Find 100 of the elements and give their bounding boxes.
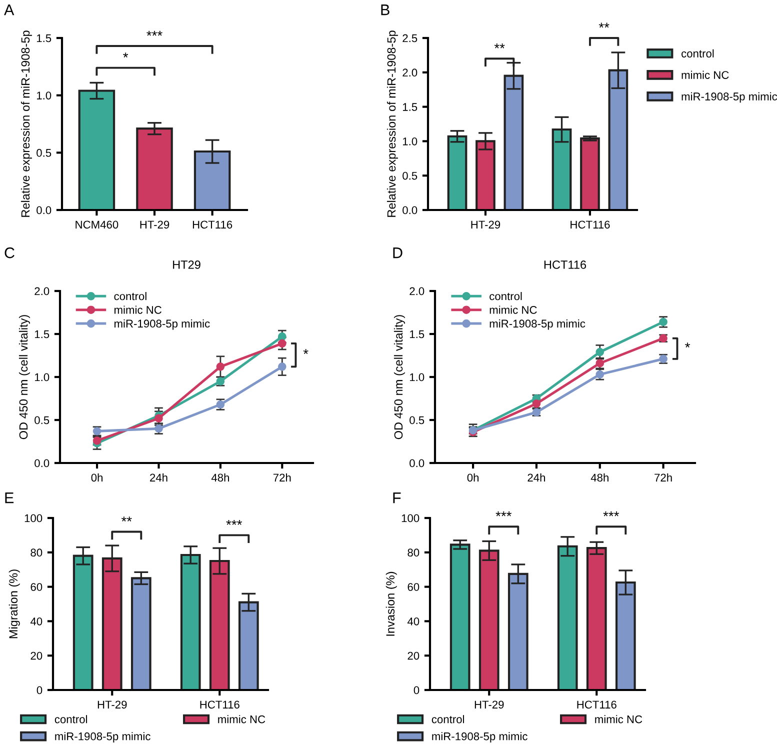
point (154, 414, 163, 422)
text: F (393, 492, 401, 504)
y-tick-label: 60 (30, 583, 42, 591)
y-tick-label: 0.5 (34, 416, 50, 424)
point (596, 348, 604, 356)
point (278, 339, 286, 348)
legend-label: control (682, 49, 714, 58)
y-tick-label: 1.5 (410, 330, 424, 338)
legend-label: miR-1908-5p mimic (490, 319, 586, 330)
y-tick-label: 1.0 (34, 373, 50, 382)
x-tick-label: HCT116 (192, 220, 232, 229)
y-tick-label: 20 (408, 652, 420, 660)
legend-label: control (114, 292, 146, 300)
legend-label: miR-1908-5p mimic (682, 92, 777, 103)
y-tick-label: 0.0 (410, 459, 424, 468)
bar (447, 135, 468, 210)
text: E (5, 492, 14, 504)
text: *** (603, 511, 620, 516)
y-tick-label: 2.0 (402, 68, 418, 77)
legend-label: miR-1908-5p mimic (432, 732, 528, 742)
y-tick-label: 40 (407, 617, 420, 626)
legend-label: miR-1908-5p mimic (114, 319, 210, 330)
x-tick-label: HT-29 (474, 700, 504, 709)
text: *** (146, 30, 162, 36)
legend-label: control (432, 715, 464, 724)
y-tick-label: 1.5 (36, 34, 52, 42)
chart-title: HT29 (173, 260, 200, 269)
bar (130, 577, 152, 690)
y-tick-label: 0.0 (402, 206, 418, 214)
legend-label: mimic NC (595, 715, 642, 724)
x-tick-label: HT-29 (98, 700, 127, 709)
legend-label: miR-1908-5p mimic (55, 732, 150, 742)
y-axis-title: Relative expression of miR-1908-5p (386, 30, 398, 217)
x-tick-label: HT-29 (140, 220, 170, 229)
x-tick-label: HCT116 (577, 700, 616, 709)
x-tick-label: NCM460 (76, 220, 118, 229)
y-tick-label: 0.5 (36, 148, 52, 157)
y-tick-label: 2.5 (402, 34, 418, 42)
x-tick-label: HT-29 (471, 220, 500, 229)
chart-title: HCT116 (544, 260, 586, 269)
legend-label: mimic NC (114, 306, 162, 314)
y-tick-label: 2.0 (410, 287, 424, 296)
text: A (4, 4, 14, 16)
text: ** (598, 22, 610, 28)
annotation: * (123, 52, 128, 58)
x-tick-label: 0h (467, 473, 479, 482)
x-tick-label: 72h (654, 473, 672, 482)
y-tick-label: 80 (408, 548, 420, 557)
y-tick-label: 100 (24, 514, 42, 522)
x-tick-label: HCT116 (570, 220, 610, 229)
y-tick-label: 1.0 (402, 137, 418, 146)
y-tick-label: 80 (30, 548, 42, 557)
x-tick-label: 72h (273, 473, 291, 482)
y-tick-label: 100 (402, 514, 420, 522)
legend-label: mimic NC (490, 306, 537, 314)
y-tick-label: 2.0 (34, 287, 50, 296)
y-tick-label: 0.5 (402, 172, 418, 180)
y-tick-label: 0.0 (36, 206, 52, 214)
annotation: * (685, 342, 690, 348)
y-tick-label: 0.0 (34, 459, 50, 468)
annotation: * (303, 349, 308, 354)
text: B (381, 4, 390, 16)
y-tick-label: 1.0 (410, 373, 424, 382)
legend-label: control (54, 715, 88, 724)
y-tick-label: 1.0 (36, 92, 52, 100)
x-tick-label: 48h (211, 473, 229, 482)
point (216, 362, 225, 371)
y-tick-label: 20 (30, 652, 42, 660)
bar (136, 128, 173, 210)
point (278, 362, 286, 371)
text: *** (496, 511, 512, 516)
point (278, 332, 286, 341)
y-tick-label: 0 (36, 686, 42, 694)
y-tick-label: 1.5 (34, 330, 50, 338)
y-tick-label: 60 (408, 583, 420, 591)
legend-label: control (490, 292, 522, 300)
y-axis-title: OD 450 nm (cell vitality) (394, 315, 405, 440)
y-axis-title: Migration (%) (8, 570, 20, 638)
x-tick-label: 24h (150, 473, 168, 482)
x-tick-label: 0h (91, 473, 102, 482)
bar (586, 547, 607, 690)
annotation: ** (494, 43, 505, 48)
legend-label: mimic NC (218, 715, 266, 724)
x-tick-label: HCT116 (200, 700, 240, 709)
y-tick-label: 1.5 (402, 103, 418, 111)
text: D (393, 248, 402, 258)
x-tick-label: 24h (528, 473, 546, 482)
x-tick-label: 48h (590, 473, 608, 482)
y-axis-title: Invasion (%) (386, 572, 397, 636)
y-axis-title: Relative expression of miR-1908-5p (20, 30, 32, 217)
bar (580, 137, 600, 210)
text: C (4, 247, 14, 258)
annotation: ** (121, 516, 132, 522)
y-axis-title: OD 450 nm (cell vitality) (18, 315, 30, 440)
bar (450, 544, 470, 690)
legend-label: mimic NC (682, 70, 729, 79)
annotation: *** (226, 520, 242, 525)
y-tick-label: 0 (414, 686, 420, 694)
y-tick-label: 0.5 (410, 416, 424, 424)
y-tick-label: 40 (30, 617, 42, 626)
